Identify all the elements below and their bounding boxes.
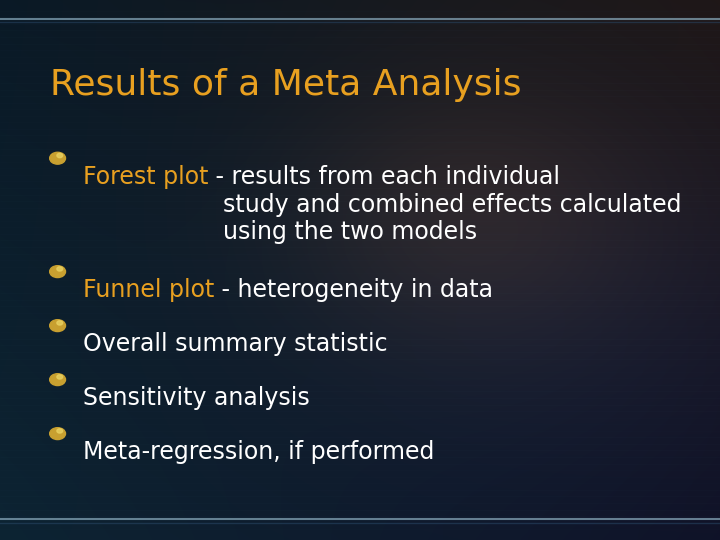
- Text: Forest plot: Forest plot: [83, 165, 208, 188]
- Text: - results from each individual
  study and combined effects calculated
  using t: - results from each individual study and…: [208, 165, 682, 244]
- Text: Sensitivity analysis: Sensitivity analysis: [83, 386, 310, 410]
- Text: Overall summary statistic: Overall summary statistic: [83, 332, 387, 356]
- Text: - heterogeneity in data: - heterogeneity in data: [214, 278, 493, 302]
- Text: Results of a Meta Analysis: Results of a Meta Analysis: [50, 68, 522, 102]
- Text: Meta-regression, if performed: Meta-regression, if performed: [83, 440, 434, 464]
- Text: Funnel plot: Funnel plot: [83, 278, 214, 302]
